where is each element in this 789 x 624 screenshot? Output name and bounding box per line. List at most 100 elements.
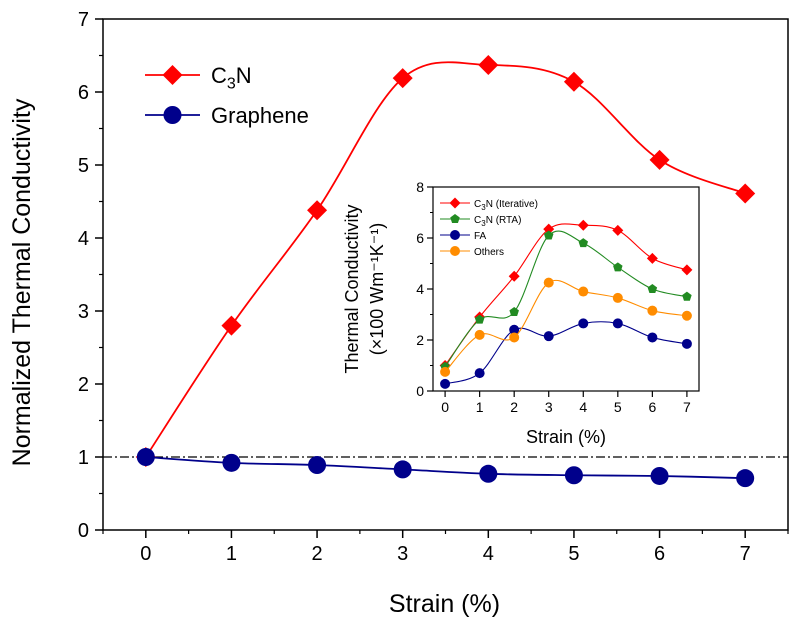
legend-label: Graphene (211, 103, 309, 128)
inset-data-point (577, 219, 589, 231)
x-tick-label: 7 (740, 543, 751, 565)
inset-data-point (578, 286, 589, 297)
y-tick-label: 0 (78, 520, 89, 542)
data-point (649, 149, 670, 170)
inset-data-point (681, 264, 693, 276)
legend-label-base: Graphene (211, 103, 309, 128)
y-tick-label: 2 (78, 374, 89, 396)
inset-data-point (508, 270, 520, 282)
inset-plot: 0 2 4 6 8 0 1 2 3 4 5 6 7 Strain (%) Thermal Conductiv… (342, 179, 700, 447)
inset-legend-label-base: C (474, 215, 481, 226)
inset-y-tick-label: 4 (416, 281, 424, 297)
inset-x-tick-label: 0 (441, 399, 449, 415)
inset-data-point (646, 252, 658, 264)
inset-x-tick-label: 7 (683, 399, 691, 415)
main-legend: C3N Graphene (145, 63, 309, 128)
inset-data-point (612, 292, 623, 303)
x-axis-title: Strain (%) (389, 590, 500, 618)
data-point (307, 200, 328, 221)
main-plot: 0 1 2 3 4 5 6 7 0 1 2 3 4 5 6 7 Strain (%) Normalized The… (8, 9, 789, 618)
inset-legend-marker (449, 197, 461, 209)
inset-x-tick-label: 1 (476, 399, 484, 415)
inset-legend-label: C3N (Iterative) (474, 199, 538, 212)
inset-data-point (543, 331, 554, 342)
inset-data-point (613, 262, 623, 272)
y-tick-label: 5 (78, 155, 89, 177)
inset-data-point (612, 224, 624, 236)
inset-data-point (647, 332, 658, 343)
inset-y-axis-title: Thermal Conductivity (342, 204, 362, 373)
inset-data-point (647, 305, 658, 316)
y-tick-label: 1 (78, 447, 89, 469)
y-tick-label: 7 (78, 9, 89, 31)
legend-marker (163, 106, 182, 124)
y-tick-label: 3 (78, 301, 89, 323)
inset-legend-label-base: C (474, 199, 481, 210)
inset-legend-label-subscript: 3 (481, 219, 486, 228)
inset-series-line-1 (444, 230, 688, 368)
inset-y-tick-label: 6 (416, 230, 424, 246)
legend-label: C3N (211, 63, 252, 93)
inset-x-axis-title: Strain (%) (526, 427, 606, 447)
inset-data-point (578, 318, 589, 329)
data-point (222, 453, 241, 472)
inset-y-tick-label: 8 (416, 179, 424, 195)
inset-data-point (474, 329, 485, 340)
legend-label-subscript: 3 (227, 76, 236, 93)
inset-legend-label-tail: N (Iterative) (486, 199, 538, 210)
data-point (392, 68, 413, 89)
y-tick-label: 6 (78, 82, 89, 104)
inset-legend-label-subscript: 3 (481, 203, 486, 212)
x-tick-label: 6 (654, 543, 665, 565)
inset-legend-marker (450, 214, 460, 224)
data-point (221, 315, 242, 336)
inset-legend-label-base: FA (474, 231, 487, 242)
data-point (393, 460, 412, 479)
inset-data-point (509, 324, 520, 335)
inset-data-point (543, 277, 554, 288)
inset-x-tick-label: 5 (614, 399, 622, 415)
data-point (563, 71, 584, 92)
inset-data-point (681, 338, 692, 349)
inset-data-point (612, 318, 623, 329)
x-tick-label: 4 (483, 543, 494, 565)
legend-label-base: C (211, 63, 227, 88)
data-point (136, 448, 155, 466)
inset-legend-label: FA (474, 231, 487, 242)
inset-data-point (509, 306, 519, 316)
inset-data-point (682, 291, 692, 301)
inset-legend-label-tail: N (RTA) (486, 215, 522, 226)
inset-y-tick-label: 2 (416, 332, 424, 348)
data-point (735, 183, 756, 204)
inset-x-tick-label: 2 (510, 399, 518, 415)
inset-data-point (578, 238, 589, 248)
data-point (308, 456, 327, 475)
inset-data-point (509, 332, 520, 343)
y-tick-label: 4 (78, 228, 89, 250)
inset-legend-label: Others (474, 247, 504, 258)
x-tick-label: 0 (140, 543, 151, 565)
inset-data-point (440, 378, 451, 389)
inset-data-point (543, 230, 554, 240)
inset-legend-marker (450, 246, 460, 256)
inset-data-point (543, 223, 555, 235)
inset-data-point (440, 366, 451, 377)
x-tick-label: 2 (312, 543, 323, 565)
data-point (564, 466, 583, 485)
data-point (736, 469, 755, 488)
inset-plot-frame (432, 186, 700, 392)
inset-x-tick-label: 6 (648, 399, 656, 415)
data-point (479, 464, 498, 483)
y-axis-title: Normalized Thermal Conductivity (8, 98, 36, 466)
inset-legend-marker (450, 230, 460, 240)
inset-x-tick-label: 4 (579, 399, 587, 415)
legend-marker (162, 65, 183, 85)
data-point (650, 466, 669, 485)
inset-data-point (474, 314, 485, 324)
x-tick-label: 3 (397, 543, 408, 565)
legend-label-tail: N (236, 63, 252, 88)
inset-data-point (681, 310, 692, 321)
data-point (478, 54, 499, 75)
inset-y-tick-label: 0 (416, 383, 424, 399)
